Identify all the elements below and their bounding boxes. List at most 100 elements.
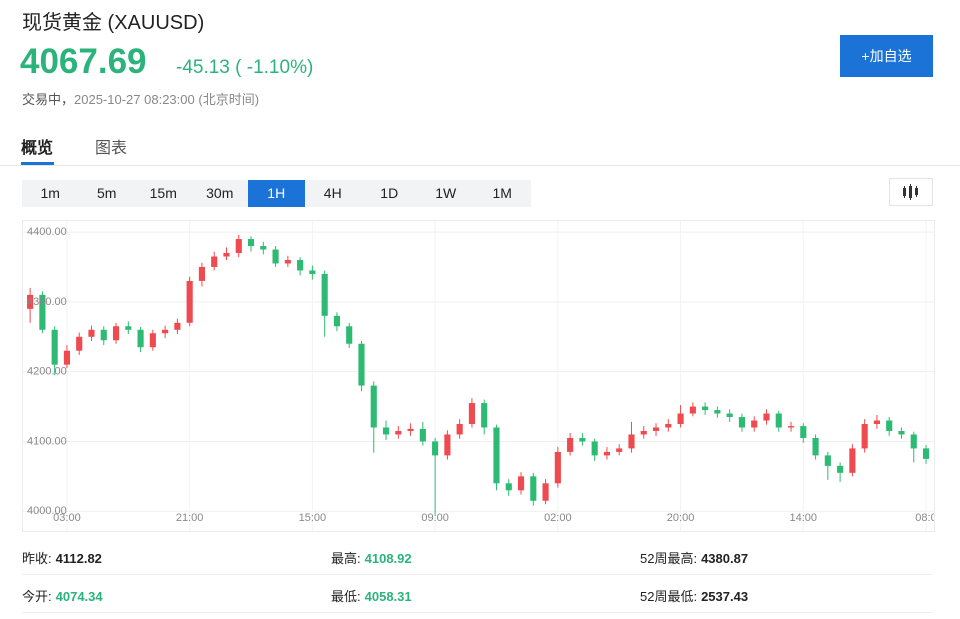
watch-button[interactable]: +加自选 <box>840 35 933 77</box>
candle-body <box>775 413 782 428</box>
y-tick-label: 4300.00 <box>27 296 67 308</box>
candle-body <box>149 333 156 348</box>
candle-body <box>162 329 169 334</box>
status: 交易中，2025-10-27 08:23:00 (北京时间) <box>22 89 259 108</box>
interval-button[interactable]: 4H <box>323 185 342 201</box>
candle-body <box>726 413 733 418</box>
time: 2025-10-27 08:23:00 <box>74 92 195 107</box>
candle-body <box>358 343 365 386</box>
candle-body <box>211 256 218 267</box>
candle-body <box>76 336 83 351</box>
stat: 52周最低: 2537.43 <box>640 586 748 605</box>
y-tick-label: 4400.00 <box>27 226 67 238</box>
y-tick-label: 4200.00 <box>27 366 67 378</box>
candle-body <box>27 294 34 309</box>
candle-icon <box>903 184 918 200</box>
stat-label: 52周最高: <box>640 551 698 566</box>
candle-body <box>579 437 586 442</box>
interval-button[interactable]: 1m <box>40 185 60 201</box>
candle-body <box>677 413 684 424</box>
candle-body <box>922 448 930 459</box>
candle-body <box>800 426 807 438</box>
candle-body <box>591 441 598 456</box>
candle-body <box>407 428 414 431</box>
candle-body <box>702 406 709 411</box>
x-tick-label: 03:00 <box>53 512 81 524</box>
tab-underline <box>21 162 54 165</box>
candle-body <box>88 329 95 337</box>
interval-button[interactable]: 5m <box>97 185 117 201</box>
candle-body <box>198 266 206 281</box>
stat: 最低: 4058.31 <box>331 586 412 605</box>
stat-value: 4112.82 <box>55 551 102 566</box>
x-tick-label: 02:00 <box>544 512 572 524</box>
candle-body <box>567 437 574 452</box>
candle-body <box>432 441 439 456</box>
stat-label: 最低: <box>331 589 361 604</box>
candle-body <box>738 417 746 428</box>
chart: 4000.00 4100.00 4200.00 4300.00 4400.00 03:00… <box>22 220 935 532</box>
candle-body <box>628 434 635 449</box>
x-tick-label: 20:00 <box>667 512 695 524</box>
candle-body <box>517 476 525 491</box>
stat-value: 4058.31 <box>364 589 412 604</box>
stat-label: 昨收: <box>22 551 52 566</box>
x-tick-label: 08:0 <box>915 512 935 524</box>
stat: 今开: 4074.34 <box>22 586 103 605</box>
stat-label: 最高: <box>331 551 361 566</box>
candle-body <box>824 455 831 466</box>
x-tick-label: 09:00 <box>421 512 449 524</box>
candle-body <box>812 437 819 456</box>
candle-body <box>837 465 844 473</box>
interval-bar: 1m 5m 15m 30m 1H 4H 1D 1W 1M <box>22 180 531 207</box>
stat: 52周最高: 4380.87 <box>640 548 748 567</box>
stat-rule <box>22 574 933 575</box>
stat-value: 4380.87 <box>701 551 749 566</box>
candle-body <box>456 423 463 435</box>
candle-body <box>235 239 242 254</box>
stat-label: 今开: <box>22 589 52 604</box>
interval-button[interactable]: 1M <box>492 185 512 201</box>
title: 现货黄金 (XAUUSD) <box>22 12 205 34</box>
divider <box>0 165 960 166</box>
status-text: 交易中， <box>22 92 75 107</box>
candle-body <box>849 448 856 473</box>
stat-rule <box>22 612 933 613</box>
x-tick-label: 21:00 <box>176 512 204 524</box>
candle-body <box>542 483 549 501</box>
candle-body <box>63 350 71 365</box>
x-tick-label: 15:00 <box>299 512 327 524</box>
candle-body <box>125 326 132 330</box>
candle-body <box>493 427 500 484</box>
interval-button[interactable]: 30m <box>206 185 234 201</box>
tab-active[interactable]: 概览 <box>21 140 54 157</box>
candle-body <box>665 423 672 428</box>
candle-body <box>346 326 353 344</box>
candle-body <box>652 427 660 431</box>
candle-body <box>297 259 304 271</box>
tab[interactable]: 图表 <box>95 140 128 157</box>
candle-body <box>321 273 328 316</box>
interval-button[interactable]: 1W <box>435 185 457 201</box>
candle-body <box>751 420 758 428</box>
chart-type-button[interactable] <box>889 178 933 206</box>
candle-body <box>763 413 770 421</box>
interval-button[interactable]: 1H <box>248 180 305 207</box>
candle-body <box>714 410 721 414</box>
y-tick-label: 4100.00 <box>27 435 67 447</box>
stat-value: 4074.34 <box>55 589 103 604</box>
x-tick-label: 14:00 <box>790 512 818 524</box>
candle-body <box>333 315 341 327</box>
candle-body <box>382 427 390 435</box>
interval-button[interactable]: 15m <box>149 185 177 201</box>
candle-body <box>186 280 193 323</box>
candle-body <box>223 253 230 257</box>
candle-body <box>284 259 291 264</box>
candle-body <box>112 326 120 341</box>
candle-body <box>873 420 881 424</box>
stat: 昨收: 4112.82 <box>22 548 102 567</box>
candle-body <box>309 270 316 274</box>
candle-body <box>395 430 402 435</box>
interval-button[interactable]: 1D <box>380 185 399 201</box>
stat-label: 52周最低: <box>640 589 698 604</box>
